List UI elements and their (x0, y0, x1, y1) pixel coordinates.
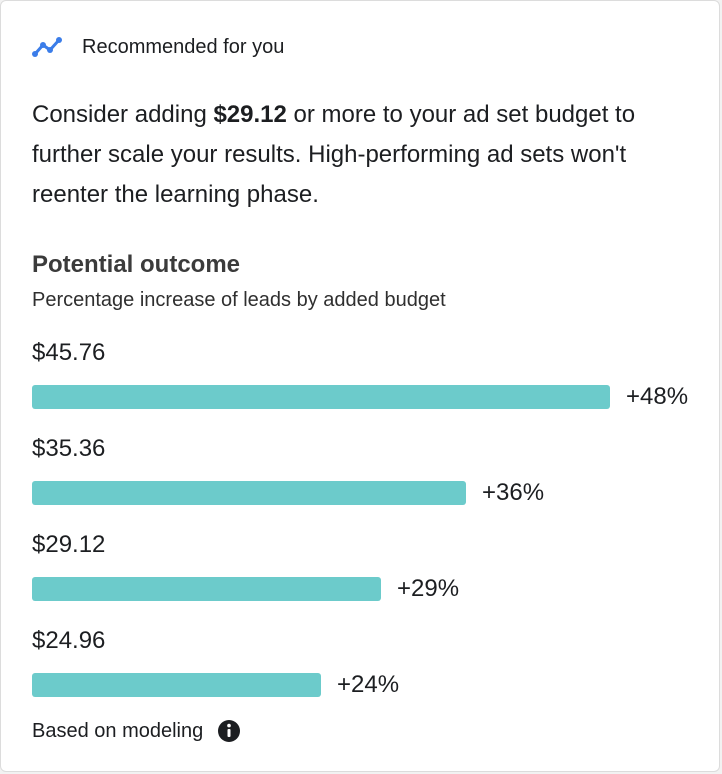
outcome-bar (32, 673, 321, 697)
card-footer: Based on modeling (32, 715, 241, 747)
budget-amount: $45.76 (32, 339, 106, 366)
recommendation-message: Consider adding $29.12 or more to your a… (32, 95, 702, 215)
message-before: Consider adding (32, 101, 214, 128)
outcome-bar (32, 385, 610, 409)
percent-label: +36% (482, 479, 545, 506)
percent-label: +29% (397, 575, 460, 602)
info-icon[interactable] (217, 719, 241, 743)
footer-text: Based on modeling (32, 719, 204, 742)
budget-amount: $29.12 (32, 531, 106, 558)
outcome-title: Potential outcome (32, 251, 241, 278)
recommended-amount: $29.12 (213, 101, 287, 128)
outcome-bar (32, 481, 466, 505)
header-title: Recommended for you (82, 35, 285, 58)
bar-track: +36% (32, 475, 544, 511)
trend-line-icon (32, 36, 64, 58)
bar-track: +24% (32, 667, 399, 703)
bar-track: +48% (32, 379, 688, 415)
budget-amount: $35.36 (32, 435, 106, 462)
card-header: Recommended for you (32, 31, 284, 63)
budget-amount: $24.96 (32, 627, 106, 654)
outcome-subtitle: Percentage increase of leads by added bu… (32, 289, 446, 311)
message-after: or more to your ad set budget to further… (32, 101, 636, 208)
outcome-bar (32, 577, 381, 601)
bar-track: +29% (32, 571, 459, 607)
percent-label: +24% (337, 671, 400, 698)
percent-label: +48% (626, 383, 689, 410)
